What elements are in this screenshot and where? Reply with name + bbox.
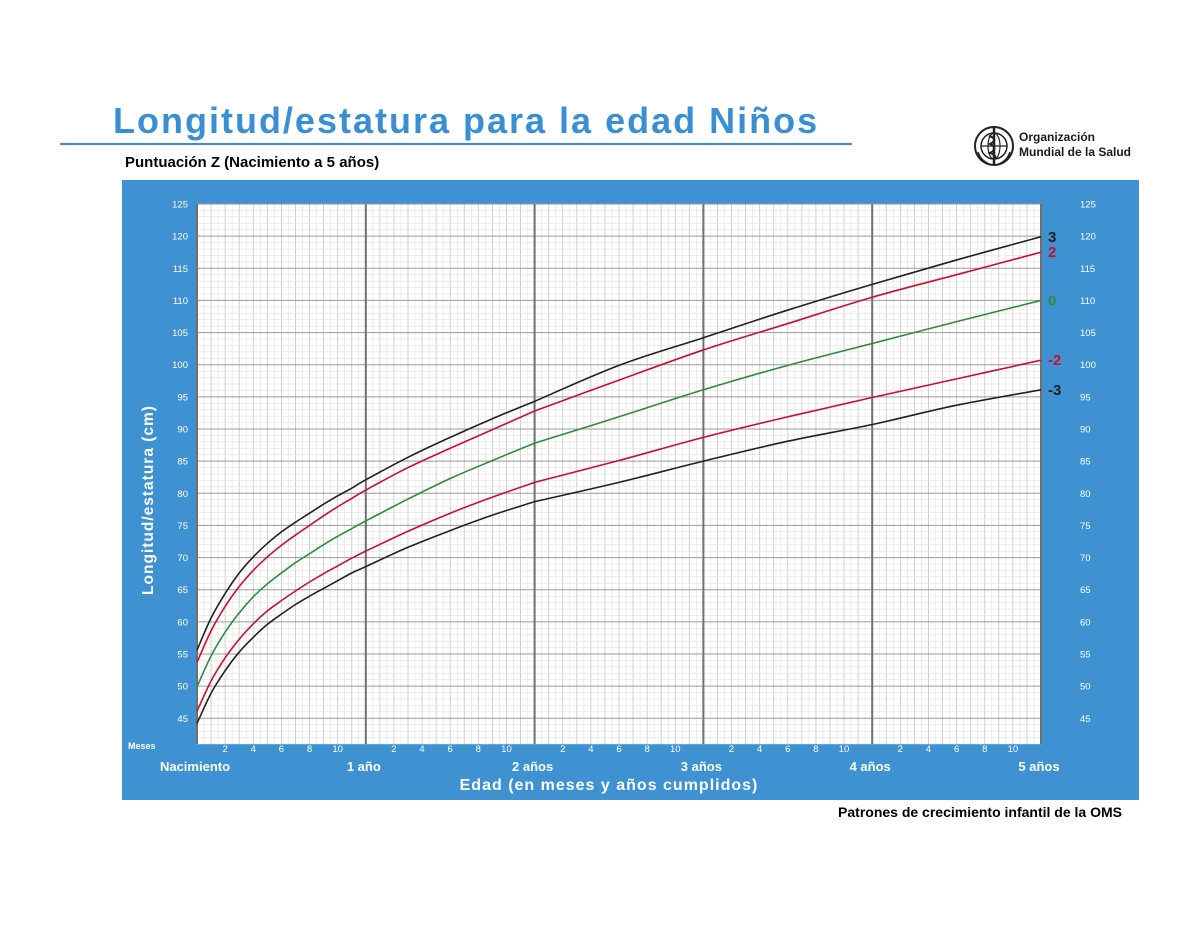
- curve-minus-3-segment-1: [196, 500, 535, 724]
- y-tick-label-left: 80: [177, 489, 188, 500]
- y-tick-label-left: 75: [177, 521, 188, 532]
- y-tick-label-left: 115: [173, 264, 188, 275]
- y-tick-label-left: 70: [177, 553, 188, 564]
- y-tick-label-left: 125: [172, 200, 188, 211]
- x-year-label: 2 años: [512, 759, 553, 774]
- who-logo-line2: Mundial de la Salud: [1019, 145, 1132, 159]
- curve-plus-3-segment-1: [196, 400, 535, 651]
- y-tick-label-left: 120: [172, 232, 188, 243]
- x-months-label: Meses: [128, 741, 156, 751]
- y-tick-label-right: 110: [1080, 296, 1095, 307]
- x-month-tick-label: 6: [616, 744, 621, 755]
- x-year-label: 3 años: [681, 759, 722, 774]
- x-month-tick-label: 8: [813, 744, 818, 755]
- y-tick-label-right: 75: [1080, 521, 1091, 532]
- y-tick-label-right: 55: [1080, 650, 1091, 661]
- y-tick-label-right: 45: [1080, 714, 1091, 725]
- curve-minus-2-label: -2: [1048, 352, 1061, 369]
- y-tick-label-right: 70: [1080, 553, 1091, 564]
- y-tick-label-right: 65: [1080, 585, 1091, 596]
- x-month-tick-label: 8: [982, 744, 987, 755]
- curve-median-segment-1: [196, 442, 535, 688]
- y-tick-label-right: 60: [1080, 617, 1091, 628]
- curve-plus-3-segment-2: [534, 236, 1042, 403]
- x-month-tick-label: 4: [251, 744, 256, 755]
- curve-minus-2-segment-2: [534, 359, 1042, 484]
- x-month-tick-label: 2: [898, 744, 903, 755]
- x-month-tick-label: 10: [839, 744, 850, 755]
- x-month-tick-label: 6: [279, 744, 284, 755]
- curve-plus-3-label: 3: [1048, 229, 1056, 246]
- x-month-tick-label: 6: [448, 744, 453, 755]
- y-tick-label-left: 105: [172, 328, 188, 339]
- x-month-tick-label: 4: [588, 744, 593, 755]
- x-year-label: Nacimiento: [160, 759, 230, 774]
- y-tick-label-left: 90: [177, 425, 188, 436]
- x-month-tick-label: 8: [476, 744, 481, 755]
- y-tick-label-right: 80: [1080, 489, 1091, 500]
- y-tick-label-right: 125: [1080, 200, 1096, 211]
- y-tick-label-left: 100: [172, 360, 188, 371]
- x-month-tick-label: 4: [419, 744, 424, 755]
- x-month-tick-label: 10: [1008, 744, 1019, 755]
- x-month-tick-label: 10: [670, 744, 681, 755]
- y-tick-label-left: 110: [173, 296, 188, 307]
- x-month-tick-label: 6: [785, 744, 790, 755]
- y-tick-label-left: 50: [177, 682, 188, 693]
- x-month-tick-label: 6: [954, 744, 959, 755]
- y-tick-label-left: 85: [177, 457, 188, 468]
- y-tick-label-left: 65: [177, 585, 188, 596]
- x-month-tick-label: 10: [501, 744, 512, 755]
- page-title: Longitud/estatura para la edad Niños: [113, 100, 820, 141]
- y-tick-label-left: 45: [177, 714, 188, 725]
- x-year-label: 4 años: [850, 759, 891, 774]
- y-tick-label-right: 50: [1080, 682, 1091, 693]
- who-logo-text: Organización Mundial de la Salud: [1019, 130, 1131, 160]
- who-logo: Organización Mundial de la Salud: [972, 124, 1132, 168]
- curve-median-label: 0: [1048, 292, 1056, 309]
- y-tick-label-right: 100: [1080, 360, 1096, 371]
- x-month-tick-label: 4: [757, 744, 762, 755]
- curve-median-segment-2: [534, 299, 1042, 444]
- x-month-tick-label: 2: [560, 744, 565, 755]
- x-month-tick-label: 2: [729, 744, 734, 755]
- curve-minus-2-segment-1: [196, 481, 535, 712]
- y-tick-label-left: 55: [177, 650, 188, 661]
- x-month-tick-label: 8: [307, 744, 312, 755]
- who-emblem-icon: [974, 126, 1014, 166]
- y-tick-label-right: 95: [1080, 392, 1091, 403]
- curve-minus-3-segment-2: [534, 389, 1042, 503]
- curve-plus-2-label: 2: [1048, 244, 1056, 261]
- y-tick-label-right: 120: [1080, 232, 1096, 243]
- x-month-tick-label: 8: [644, 744, 649, 755]
- curve-plus-2-segment-1: [196, 410, 535, 663]
- who-logo-line1: Organización: [1019, 130, 1096, 144]
- x-year-label: 5 años: [1018, 759, 1059, 774]
- y-tick-label-left: 95: [177, 392, 188, 403]
- y-axis-title: Longitud/estatura (cm): [140, 405, 157, 595]
- footer-note: Patrones de crecimiento infantil de la O…: [838, 804, 1122, 820]
- title-underline: [60, 143, 852, 145]
- y-tick-label-right: 90: [1080, 425, 1091, 436]
- curve-minus-3-label: -3: [1048, 382, 1061, 399]
- y-tick-label-right: 105: [1080, 328, 1096, 339]
- x-month-tick-label: 10: [332, 744, 343, 755]
- curve-plus-2-segment-2: [534, 251, 1042, 412]
- chart-subtitle: Puntuación Z (Nacimiento a 5 años): [125, 154, 380, 171]
- x-month-tick-label: 2: [222, 744, 227, 755]
- x-month-tick-label: 4: [926, 744, 931, 755]
- x-axis-title: Edad (en meses y años cumplidos): [460, 777, 759, 794]
- y-tick-label-left: 60: [177, 617, 188, 628]
- x-year-label: 1 año: [347, 759, 381, 774]
- y-tick-label-right: 85: [1080, 457, 1091, 468]
- y-tick-label-right: 115: [1080, 264, 1095, 275]
- x-month-tick-label: 2: [391, 744, 396, 755]
